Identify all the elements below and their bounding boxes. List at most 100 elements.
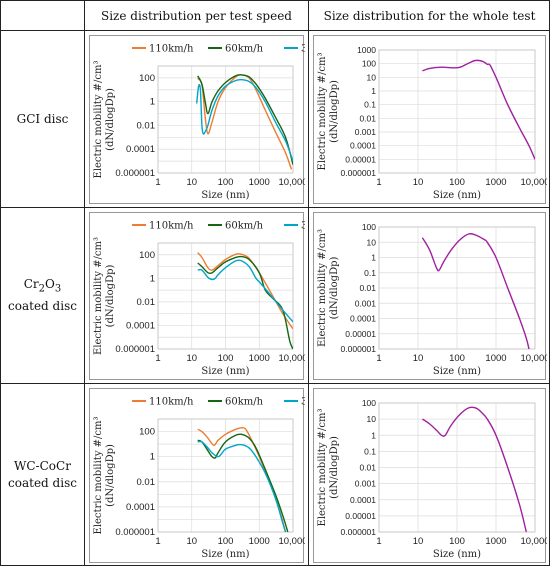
y-axis-label: (dN/dlogDp) [105,88,116,151]
x-tick-label: 100 [449,177,465,188]
y-tick-label: 0.001 [355,479,377,489]
row-label-text: GCI disc [16,111,69,126]
x-axis-label: Size (nm) [433,366,481,377]
chart-svg: 0.000001 0.00001 0.0001 0.001 0.01 0.1 1 10 100 1… [317,222,550,377]
x-tick-label: 1 [155,353,160,364]
y-axis-label: Electric mobility #/cm³ [93,237,104,355]
chart-cell-r1-c2: 0.000001 0.00001 0.0001 0.001 0.01 0.1 1 10 100 1… [308,207,550,383]
chart-cell-r2-c1: 0.000001 0.0001 0.01 1 100 1 10 100 1000 10,000 Si… [84,383,340,566]
x-axis-label: Size (nm) [201,366,249,377]
x-tick-label: 1 [155,536,160,547]
x-tick-label: 10,000 [278,353,305,364]
y-tick-label: 0.1 [364,268,376,278]
x-tick-label: 100 [218,177,234,188]
y-tick-label: 1 [150,452,155,463]
plot-area [157,242,294,350]
x-tick-label: 100 [218,353,234,364]
chart-cell-r2-c2: 0.000001 0.00001 0.0001 0.001 0.01 0.1 1 10 100 1… [308,383,550,566]
y-tick-label: 0.01 [137,297,156,308]
plot-area [378,226,536,350]
chart-svg: 0.000001 0.00001 0.0001 0.001 0.01 0.1 1 10 100 1… [317,398,550,560]
series-line-110km/h [197,74,293,170]
y-tick-label: 0.00001 [345,154,376,164]
y-tick-label: 100 [139,250,155,261]
x-tick-label: 1000 [485,536,506,547]
y-tick-label: 1 [150,97,155,108]
chart-svg: 0.000001 0.0001 0.01 1 100 1 10 100 1000 10,000 Si… [93,44,340,202]
y-tick-label: 0.000001 [341,168,377,178]
x-tick-label: 10,000 [278,177,305,188]
y-axis-label: (dN/dlogDp) [329,80,340,143]
x-tick-label: 100 [449,353,465,364]
x-tick-label: 1000 [485,177,506,188]
chart-frame: 0.000001 0.00001 0.0001 0.001 0.01 0.1 1 10 100 1… [313,212,550,380]
legend-label: 60km/h [225,221,264,232]
y-axis-label: Electric mobility #/cm³ [317,53,328,171]
legend-label: 35km/h [301,44,305,55]
legend-label: 60km/h [225,397,264,408]
legend-label: 35km/h [301,397,305,408]
x-tick-label: 10 [413,353,424,364]
y-tick-label: 0.01 [137,120,156,131]
series-line-110km/h [197,252,293,330]
y-tick-label: 0.00001 [345,329,376,339]
x-tick-label: 10 [186,353,197,364]
y-axis-label: Electric mobility #/cm³ [317,229,328,347]
x-tick-label: 10 [186,177,197,188]
y-tick-label: 0.0001 [126,502,155,513]
legend-label: 110km/h [149,221,194,232]
header-cell-2: Size distribution for the whole test [308,0,550,30]
x-tick-label: 10 [186,536,197,547]
chart-frame: 0.000001 0.0001 0.01 1 100 1 10 100 1000 10,000 Si… [89,212,340,380]
y-tick-label: 0.01 [359,283,376,293]
chart-svg: 0.000001 0.0001 0.01 1 100 1 10 100 1000 10,000 Si… [93,397,340,561]
y-tick-label: 0.000001 [115,527,155,538]
chart-svg: 0.000001 0.00001 0.0001 0.001 0.01 0.1 1 10 100 1… [317,45,550,201]
y-axis-label: (dN/dlogDp) [329,436,340,499]
x-tick-label: 1000 [249,353,270,364]
y-tick-label: 100 [139,427,155,438]
row-label-0: GCI disc [0,30,84,207]
x-tick-label: 1 [376,177,381,188]
y-tick-label: 0.1 [364,100,376,110]
x-tick-label: 10,000 [520,353,547,364]
series-line-60km/h [197,74,293,165]
series-line-35km/h [197,440,287,533]
y-tick-label: 1 [371,86,376,96]
y-tick-label: 1000 [357,45,376,55]
plot-area [378,49,536,174]
x-axis-label: Size (nm) [201,549,249,560]
plot-area [157,65,294,174]
series-line-60km/h [197,433,289,533]
series-line-60km/h [197,255,293,350]
x-tick-label: 10 [413,536,424,547]
x-tick-label: 1000 [249,536,270,547]
plot-area [157,418,294,533]
x-axis-label: Size (nm) [433,549,481,560]
x-tick-label: 1000 [249,177,270,188]
y-tick-label: 0.01 [137,477,156,488]
y-tick-label: 0.0001 [126,144,155,155]
x-axis-label: Size (nm) [433,190,481,201]
y-axis-label: Electric mobility #/cm³ [93,61,104,179]
y-tick-label: 0.000001 [115,168,155,179]
y-tick-label: 0.0001 [350,314,376,324]
chart-frame: 0.000001 0.0001 0.01 1 100 1 10 100 1000 10,000 Si… [89,35,340,204]
x-tick-label: 10,000 [278,536,305,547]
y-tick-label: 0.000001 [341,344,377,354]
chart-frame: 0.000001 0.00001 0.0001 0.001 0.01 0.1 1 10 100 1… [313,388,550,563]
series-line-35km/h [197,259,293,323]
y-tick-label: 0.01 [359,463,376,473]
series-line-total [421,232,530,350]
y-tick-label: 0.001 [355,298,377,308]
x-tick-label: 1 [376,353,381,364]
header-cell-0 [0,0,84,30]
y-tick-label: 100 [362,222,376,232]
x-tick-label: 10,000 [520,536,547,547]
y-tick-label: 0.01 [359,113,376,123]
chart-frame: 0.000001 0.00001 0.0001 0.001 0.01 0.1 1 10 100 1… [313,35,550,204]
x-tick-label: 100 [449,536,465,547]
y-tick-label: 0.1 [364,446,376,456]
legend-label: 35km/h [301,221,305,232]
y-axis-label: Electric mobility #/cm³ [93,417,104,535]
